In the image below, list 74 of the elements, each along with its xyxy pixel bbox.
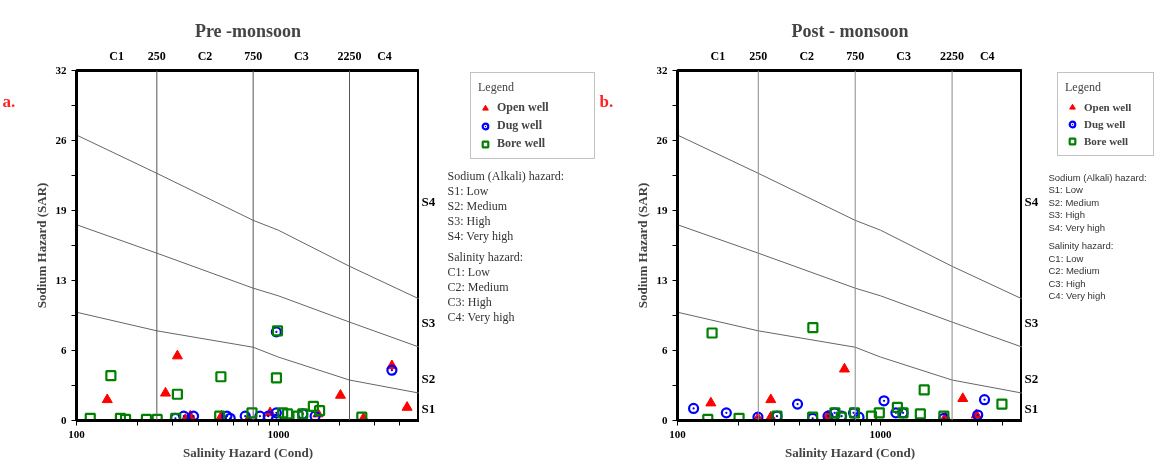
text: C2: Medium: [1048, 265, 1100, 276]
text: Sodium (Alkali) hazard:: [1048, 171, 1147, 183]
ref-line-label: 250: [749, 48, 768, 63]
text: S4: [421, 194, 436, 210]
x-tick-label: 100: [669, 427, 687, 440]
x-tick-label: 100: [68, 427, 86, 440]
legend-label: Bore well: [1084, 134, 1130, 148]
y-tick-label: 19: [656, 204, 668, 216]
ref-line-label: 2250: [337, 48, 362, 63]
x-tick-label: 1000: [869, 427, 893, 440]
y-axis-title: Sodium Hazard (SAR): [634, 182, 650, 309]
text: C1: Low: [447, 264, 491, 279]
chart-title: Post - monsoon: [791, 20, 909, 41]
text: C2: Medium: [447, 279, 510, 294]
text: C2: [197, 48, 213, 63]
y-tick-label: 26: [55, 134, 67, 146]
legend-title: Legend: [478, 80, 515, 95]
text: S1: [1024, 401, 1039, 417]
text: S1: Low: [447, 183, 489, 198]
ref-line-label: 250: [147, 48, 166, 63]
chart-title: Pre -monsoon: [194, 20, 302, 41]
text: Sodium (Alkali) hazard:: [447, 168, 565, 183]
legend-label: Dug well: [497, 118, 543, 133]
legend-title: Legend: [1065, 80, 1102, 95]
text: a.: [2, 91, 16, 111]
text: S4: Very high: [1048, 221, 1106, 233]
text: C4: Very high: [447, 309, 515, 324]
text: C2: [799, 48, 815, 63]
y-tick-label: 26: [656, 134, 668, 146]
text: S3: High: [1048, 209, 1085, 220]
text: S3: [421, 315, 436, 330]
text: C3: [293, 48, 309, 63]
text: C1: [109, 48, 125, 63]
y-tick-label: 0: [662, 414, 668, 426]
x-axis-title: Salinity Hazard (Cond): [784, 444, 916, 460]
ref-line-label: 750: [244, 48, 263, 63]
text: C1: Low: [1048, 252, 1084, 264]
text: S3: High: [447, 213, 491, 228]
text: S1: Low: [1048, 184, 1083, 195]
y-tick-label: 13: [656, 274, 668, 286]
y-tick-label: 6: [662, 344, 668, 356]
text: C3: [896, 48, 911, 63]
x-axis-title: Salinity Hazard (Cond): [182, 444, 314, 460]
text: S1: [421, 401, 436, 417]
text: S4: [1024, 194, 1039, 210]
text: C4: Very high: [1048, 290, 1106, 301]
text: S2: Medium: [1048, 196, 1100, 208]
text: S3: [1024, 315, 1039, 330]
y-axis-title: Sodium Hazard (SAR): [33, 182, 49, 309]
text: S4: Very high: [447, 228, 514, 243]
legend-label: Open well: [497, 100, 550, 115]
text: C4: [979, 48, 995, 63]
text: C3: High: [1048, 277, 1086, 289]
y-tick-label: 0: [61, 414, 67, 426]
text: S2: Medium: [447, 198, 508, 213]
ref-line-label: 750: [846, 48, 865, 63]
y-tick-label: 13: [55, 274, 67, 286]
text: b.: [599, 91, 614, 111]
text: S2: [421, 371, 436, 386]
legend-label: Dug well: [1084, 117, 1127, 131]
text: C1: [710, 48, 726, 63]
text: Salinity hazard:: [447, 249, 524, 264]
y-tick-label: 19: [55, 204, 67, 216]
y-tick-label: 32: [656, 64, 668, 76]
text: Salinity hazard:: [1048, 240, 1114, 251]
legend-label: Bore well: [497, 136, 547, 151]
legend-label: Open well: [1084, 100, 1133, 114]
text: S2: [1024, 371, 1039, 386]
y-tick-label: 32: [55, 64, 67, 76]
text: C4: [377, 48, 392, 63]
y-tick-label: 6: [61, 344, 67, 356]
x-tick-label: 1000: [267, 427, 290, 440]
text: C3: High: [447, 294, 492, 309]
ref-line-label: 2250: [940, 48, 965, 63]
